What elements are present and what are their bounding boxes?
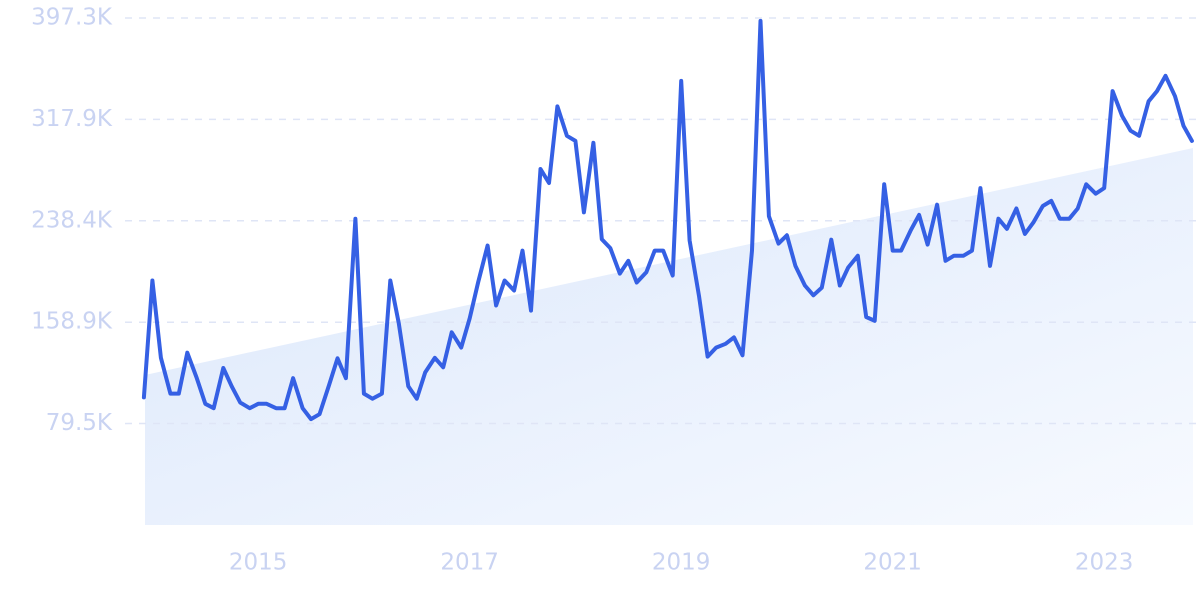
x-tick-label: 2023 [1075, 550, 1134, 576]
trend-area [145, 148, 1193, 525]
y-tick-label: 317.9K [31, 106, 113, 132]
y-tick-label: 397.3K [31, 5, 113, 31]
y-tick-label: 158.9K [31, 309, 113, 335]
x-tick-label: 2019 [652, 550, 711, 576]
x-tick-label: 2021 [863, 550, 922, 576]
data-line [141, 18, 1194, 422]
x-tick-label: 2015 [229, 550, 288, 576]
y-tick-label: 238.4K [31, 207, 113, 233]
x-tick-label: 2017 [440, 550, 499, 576]
y-tick-label: 79.5K [46, 410, 113, 436]
